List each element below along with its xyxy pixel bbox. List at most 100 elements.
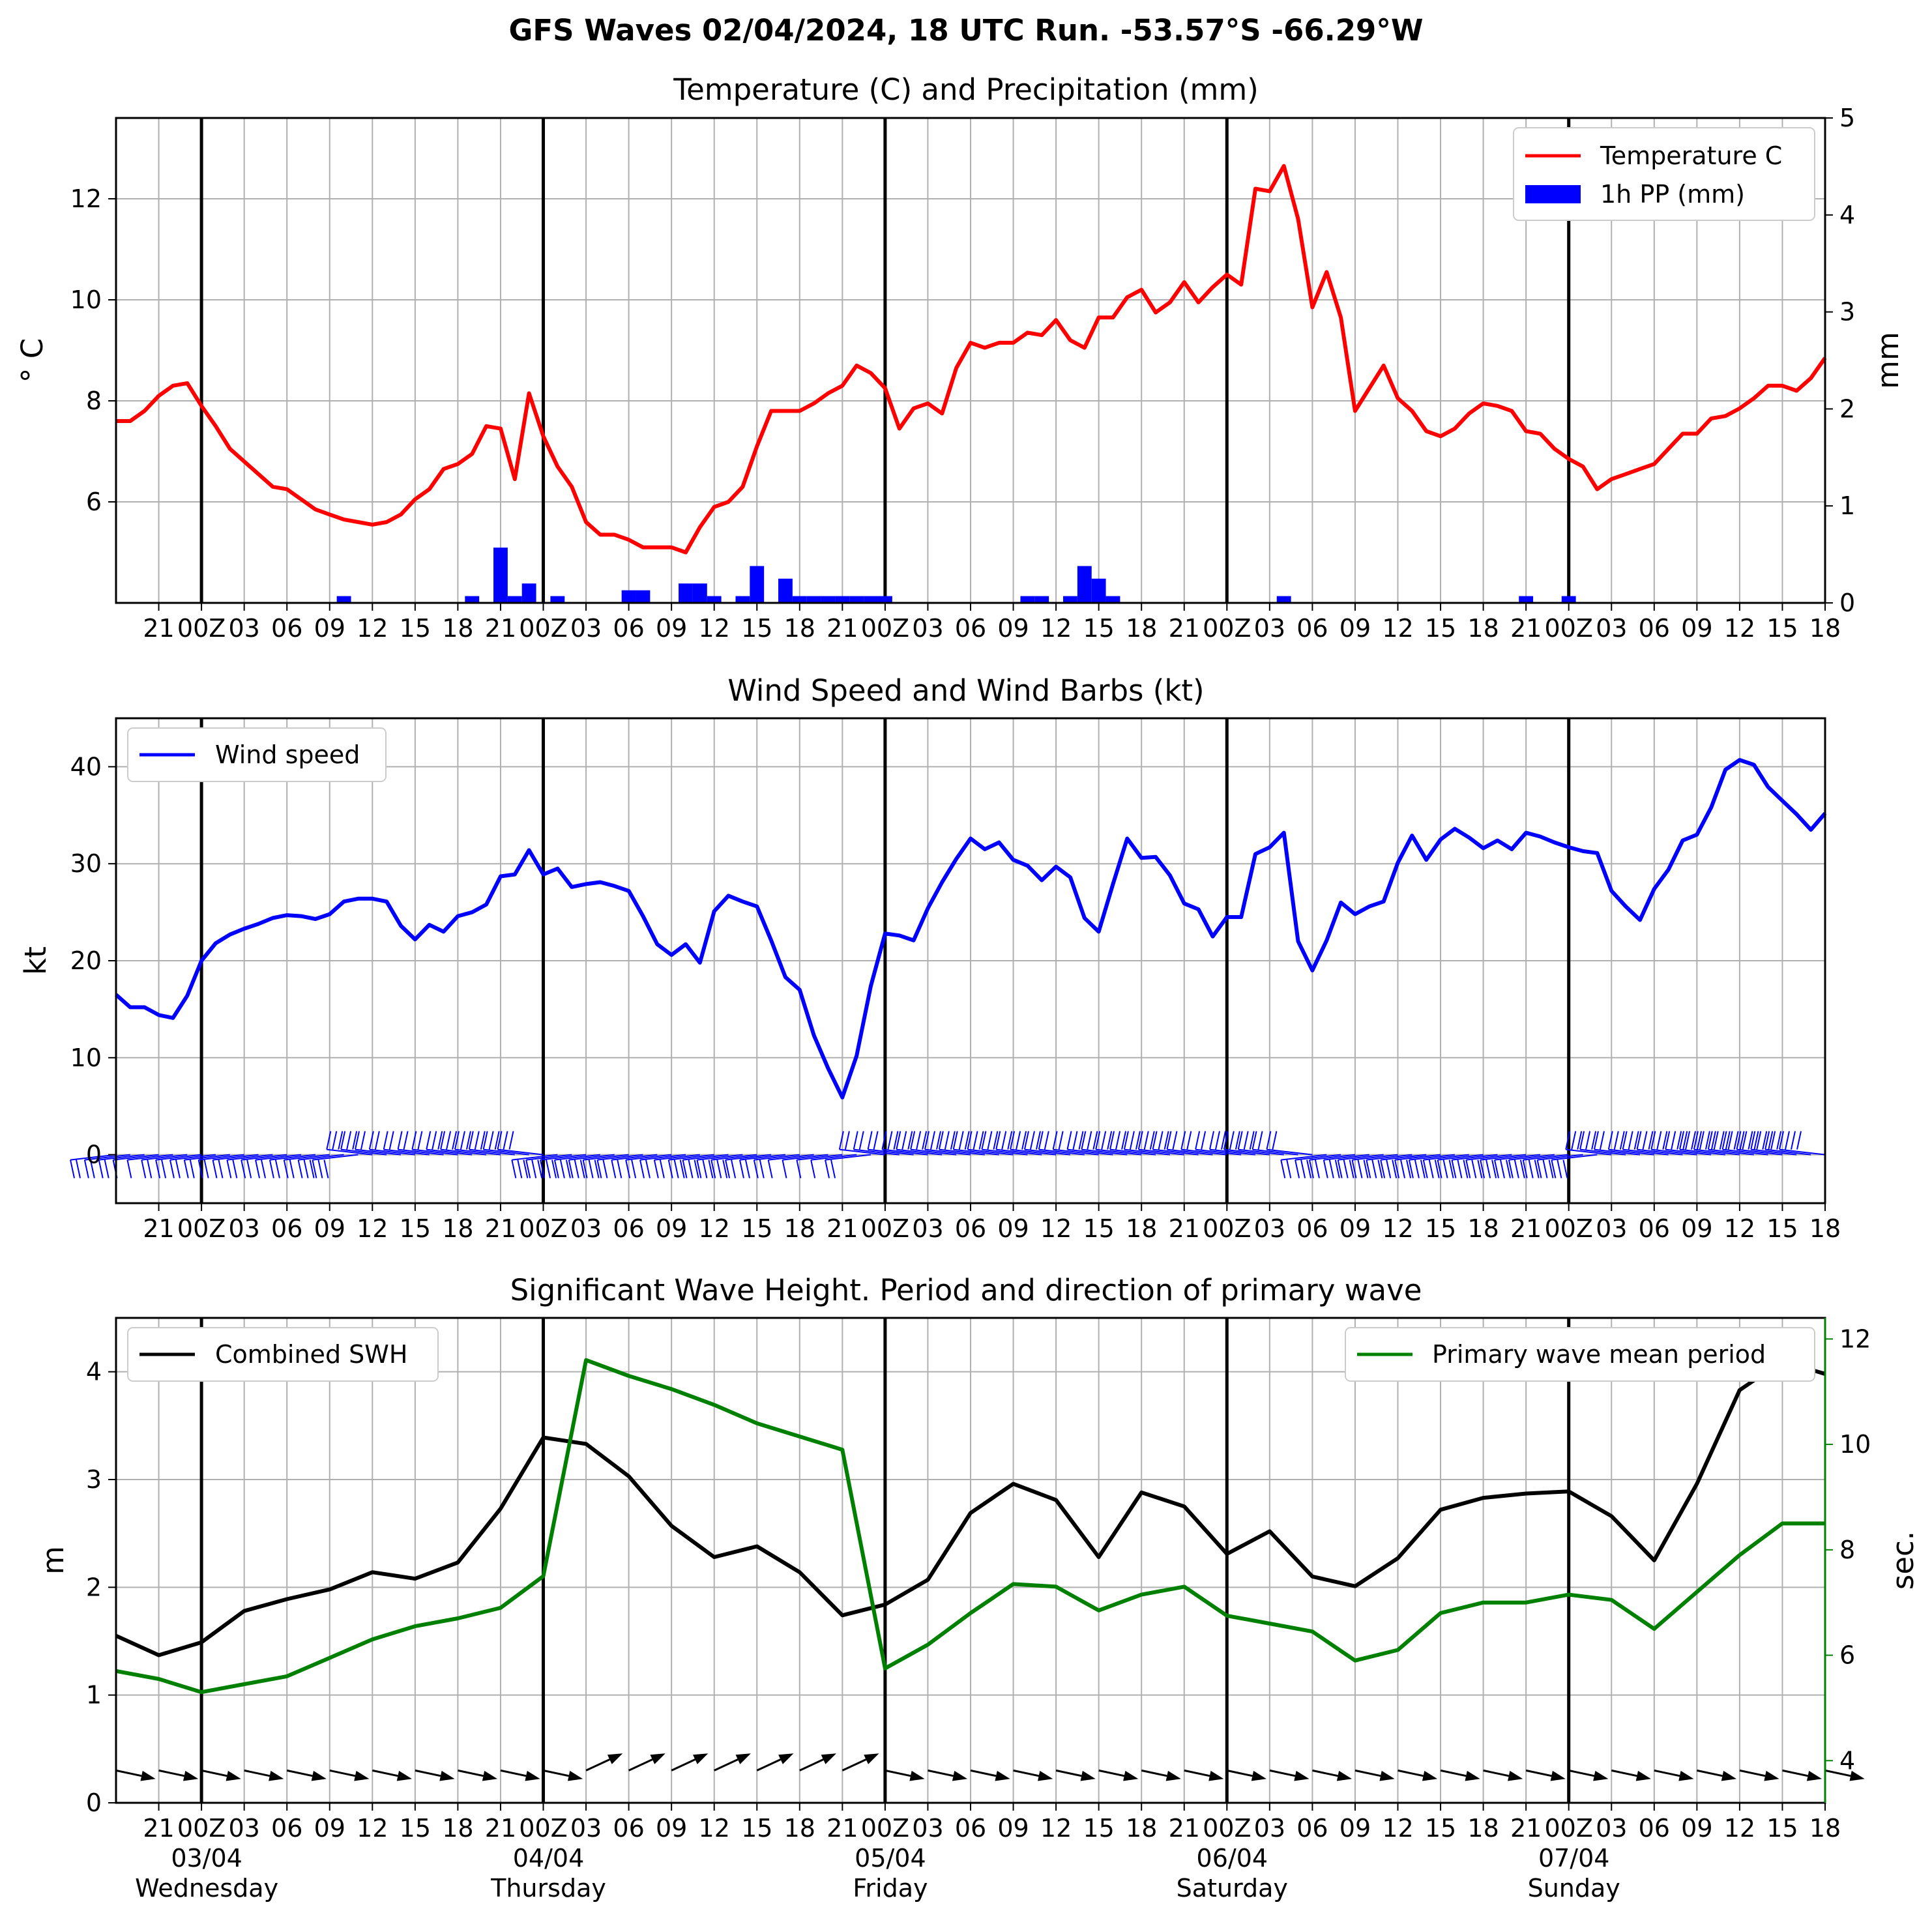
wind-barb-flag — [397, 1131, 403, 1150]
wind-barb-flag — [540, 1160, 546, 1178]
day-label: Saturday — [1177, 1874, 1288, 1903]
arrow-shaft — [158, 1769, 184, 1777]
wind-barb-shaft — [1252, 1148, 1298, 1156]
wind-barb-flag — [155, 1160, 161, 1178]
wave-direction-arrow — [1226, 1769, 1266, 1781]
wind-barb-shaft — [768, 1154, 814, 1161]
wave-direction-arrow — [1782, 1769, 1822, 1781]
wind-barb-shaft — [169, 1154, 216, 1161]
wind-barb-flag — [910, 1131, 916, 1150]
wave-direction-arrow — [1483, 1769, 1523, 1781]
wind-barb-flag — [309, 1160, 315, 1178]
arrow-head — [1294, 1770, 1310, 1781]
x-tick-label: 03 — [570, 614, 602, 643]
wind-barb-flag — [1266, 1131, 1272, 1150]
x-tick-label: 09 — [1339, 1814, 1371, 1843]
wind-barb-shaft — [868, 1148, 914, 1156]
wind-barb-flag — [1149, 1131, 1155, 1150]
wind-barb-flag — [1557, 1160, 1562, 1178]
precip-bar — [877, 596, 892, 603]
wind-barb-flag — [360, 1131, 366, 1150]
arrow-shaft — [1568, 1769, 1595, 1777]
wind-barb-flag — [1343, 1160, 1349, 1178]
panel3-legend-right: Primary wave mean period — [1345, 1327, 1815, 1382]
wind-barb-flag — [1791, 1131, 1796, 1150]
wind-barb-shaft — [1295, 1154, 1341, 1161]
wind-barb-flag — [1107, 1131, 1113, 1150]
wave-direction-arrow — [329, 1769, 370, 1781]
arrow-shaft — [1184, 1769, 1210, 1777]
wind-barb-flag — [659, 1160, 665, 1178]
wind-barb-shaft — [825, 1154, 871, 1161]
wind-barb-flag — [1394, 1160, 1400, 1178]
x-tick-label: 15 — [741, 1214, 772, 1243]
panel2-ylabel: kt — [18, 946, 53, 975]
wind-barb-shaft — [512, 1154, 558, 1161]
arrow-shaft — [928, 1769, 954, 1777]
wind-barb-shaft — [540, 1154, 587, 1161]
x-tick-label: 00Z — [519, 1814, 567, 1843]
arrow-head — [1465, 1770, 1480, 1781]
wind-barb-flag — [952, 1131, 958, 1150]
x-tick-label: 21 — [143, 614, 174, 643]
wind-barb-flag — [1607, 1131, 1613, 1150]
x-tick-label: 18 — [1809, 614, 1841, 643]
precip-bar — [1077, 566, 1092, 603]
y-tick-label: 8 — [86, 387, 102, 415]
wind-barb-flag — [810, 1160, 816, 1178]
wind-barb-flag — [553, 1160, 559, 1178]
wind-barb-flag — [261, 1160, 267, 1178]
wave-direction-arrow — [1525, 1769, 1566, 1781]
x-tick-label: 09 — [656, 1814, 687, 1843]
x-tick-label: 09 — [1339, 614, 1371, 643]
x-tick-label: 12 — [1724, 614, 1755, 643]
wind-barb-flag — [312, 1160, 317, 1178]
panel1-title: Temperature (C) and Precipitation (mm) — [673, 72, 1259, 107]
x-tick-label: 21 — [827, 1814, 858, 1843]
wind-barb-flag — [440, 1131, 446, 1150]
x-tick-label: 03 — [570, 1214, 602, 1243]
wave-direction-arrow — [244, 1769, 284, 1781]
wind-barb-shaft — [155, 1154, 202, 1161]
wind-barb-flag — [568, 1160, 574, 1178]
legend-temperature-label: Temperature C — [1600, 141, 1782, 170]
wind-barb-flag — [767, 1160, 773, 1178]
wind-barb-shaft — [911, 1148, 957, 1156]
wind-barb-flag — [1486, 1160, 1491, 1178]
legend-swh-label: Combined SWH — [215, 1340, 407, 1369]
y-tick-label: 20 — [70, 946, 102, 975]
wind-barb-shaft — [697, 1154, 743, 1161]
arrow-shaft — [714, 1758, 739, 1772]
x-tick-label: 21 — [1510, 614, 1542, 643]
wave-direction-arrow — [1354, 1769, 1395, 1781]
wind-barb-shaft — [782, 1154, 828, 1161]
wind-barb-shaft — [1352, 1154, 1398, 1161]
date-label: 06/04 — [1197, 1844, 1268, 1873]
wave-direction-arrow — [585, 1753, 623, 1772]
wind-barb-flag — [241, 1160, 246, 1178]
wind-barb-flag — [1135, 1131, 1141, 1150]
x-tick-label: 00Z — [861, 1214, 909, 1243]
figure-title: GFS Waves 02/04/2024, 18 UTC Run. -53.57… — [508, 13, 1423, 48]
wind-barb-flag — [1223, 1131, 1229, 1150]
wind-barb-shaft — [1024, 1148, 1071, 1156]
wind-barb-flag — [525, 1160, 531, 1178]
wind-barb-flag — [1101, 1131, 1107, 1150]
wind-barb-flag — [1363, 1160, 1369, 1178]
wind-barb-shaft — [1594, 1148, 1641, 1156]
y-tick-label: 0 — [86, 1141, 102, 1169]
arrow-head — [1721, 1770, 1736, 1781]
wind-barb-shaft — [1693, 1148, 1740, 1156]
wave-direction-arrow — [1824, 1769, 1865, 1781]
wind-barb-flag — [1109, 1131, 1115, 1150]
x-tick-label: 09 — [1681, 1214, 1712, 1243]
wind-barb-flag — [1650, 1131, 1656, 1150]
wind-barb-shaft — [811, 1154, 857, 1161]
wind-barb-flag — [1699, 1131, 1705, 1150]
wind-barb-flag — [782, 1160, 787, 1178]
wind-barb-flag — [189, 1160, 195, 1178]
wind-barb-shaft — [896, 1148, 943, 1156]
precip-bar — [336, 596, 351, 603]
wind-barb-flag — [537, 1160, 543, 1178]
arrow-shaft — [415, 1769, 441, 1777]
